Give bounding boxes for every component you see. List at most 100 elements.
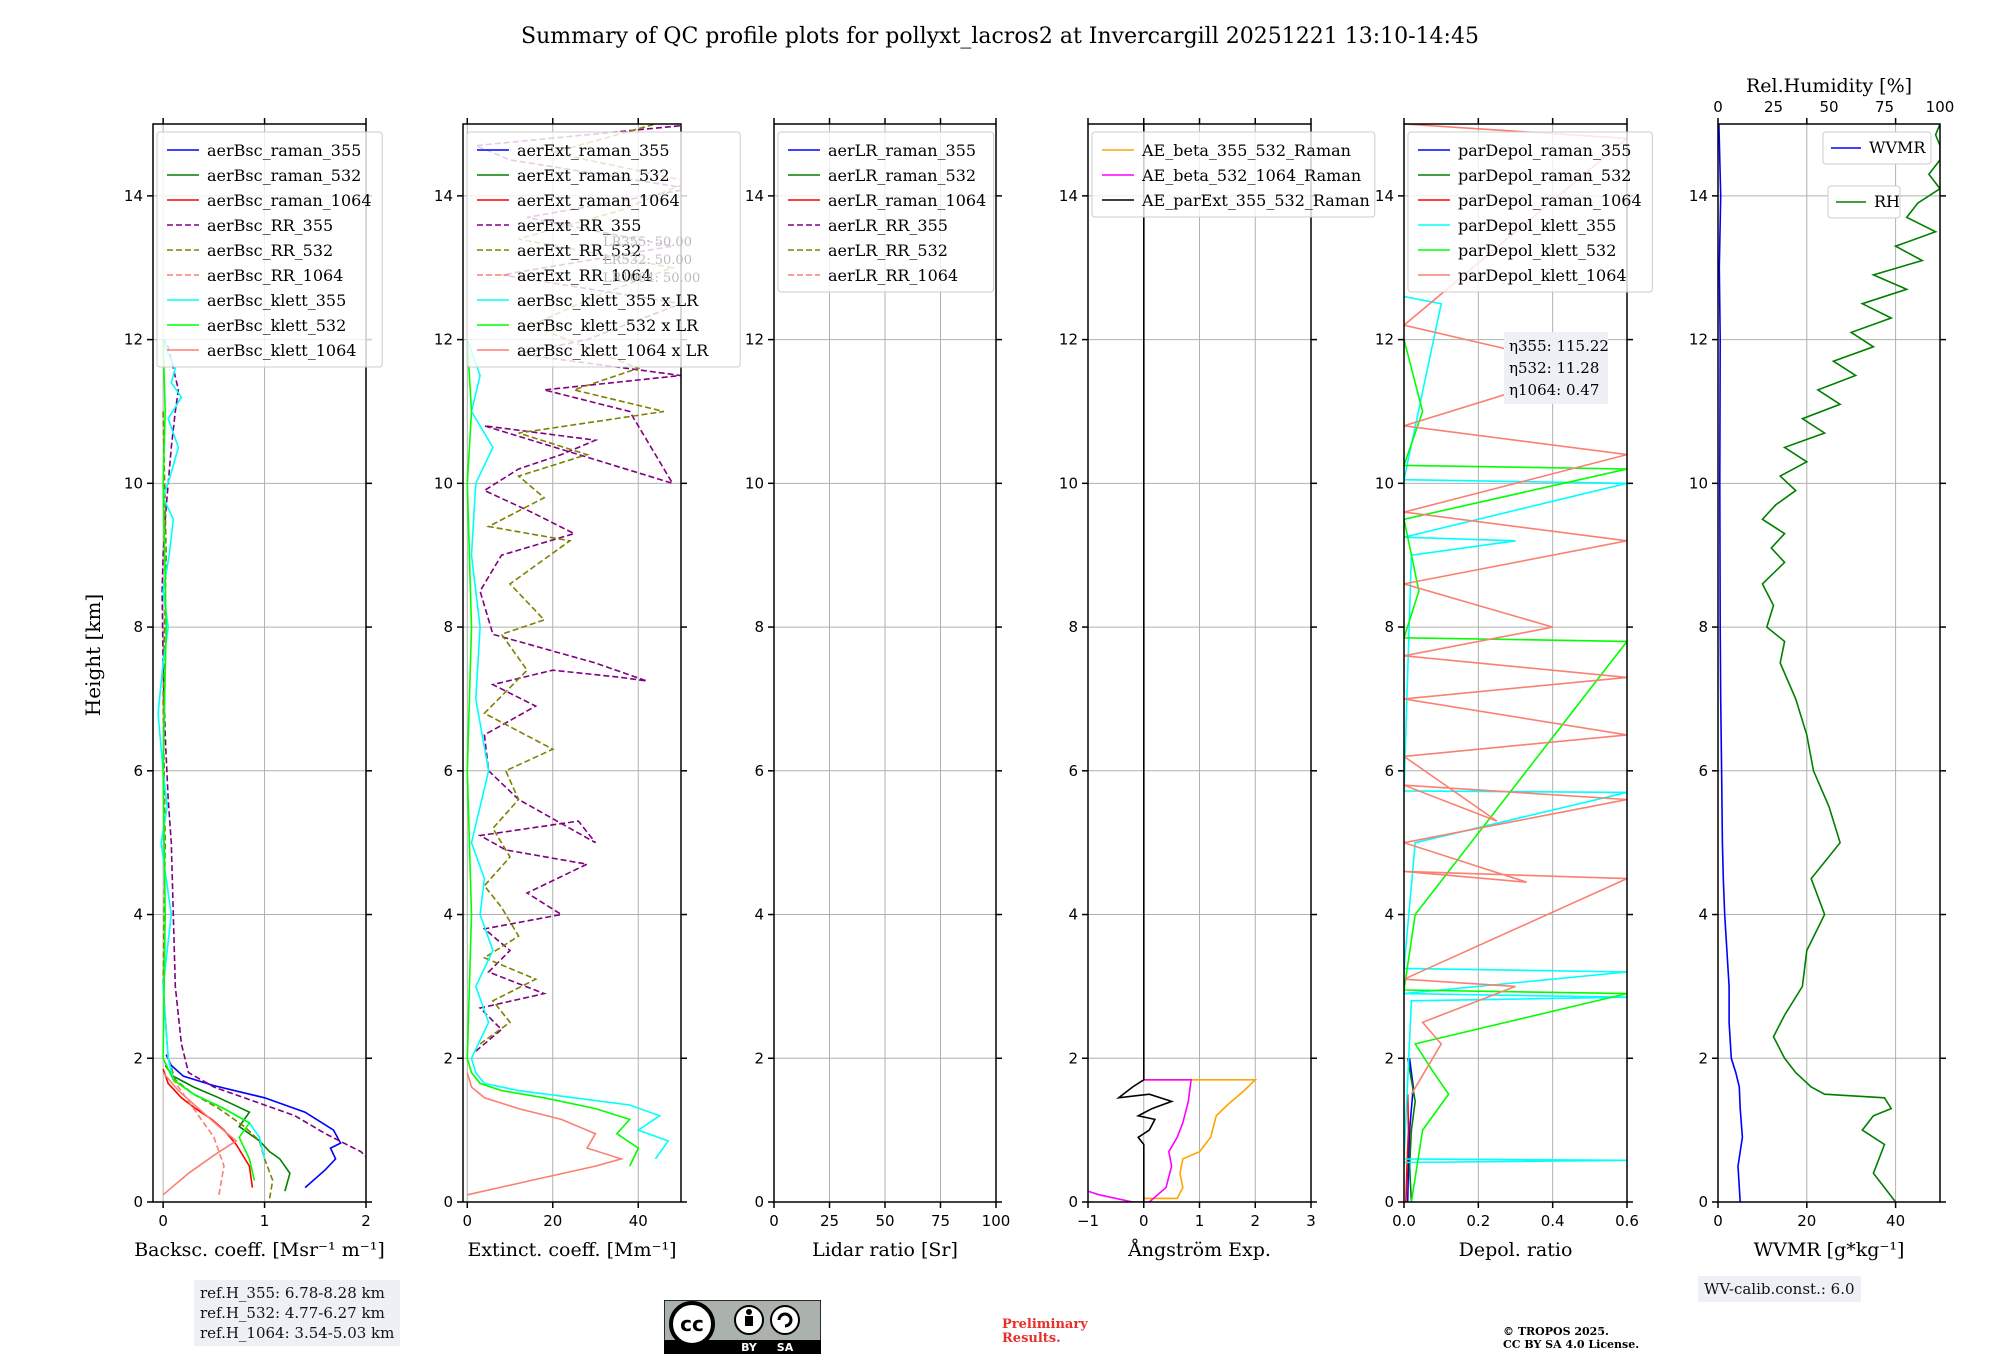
legend-label: aerExt_raman_1064 [517,191,680,210]
wv-y-tick-label: 10 [1689,474,1708,492]
legend-label: AE_beta_355_532_Raman [1141,141,1351,160]
bsc-x-tick-label: 2 [361,1212,371,1230]
lr-x-tick-label: 50 [875,1212,894,1230]
ae-x-tick-label: 2 [1250,1212,1260,1230]
ext-x-tick-label: 0 [463,1212,473,1230]
legend-RH: RH [1827,185,1901,219]
lr-y-tick-label: 6 [754,762,764,780]
series-line-parDepol_klett_532 [1404,339,1627,1202]
wv-y-tick-label: 8 [1698,618,1708,636]
bsc-y-tick-label: 14 [124,187,143,205]
legend-label: AE_parExt_355_532_Raman [1141,191,1370,210]
depol-axes-frame [1403,123,1628,1203]
legend-label: WVMR [1869,138,1926,157]
legend-label: aerExt_RR_532 [517,241,641,260]
ae-x-tick-label: 3 [1306,1212,1316,1230]
series-line-aerBsc_klett_355 x LR [466,339,670,1160]
ae-x-axis-label: Ångström Exp. [1127,1239,1271,1261]
depol-y-tick-label: 6 [1384,762,1394,780]
legend-label: aerLR_RR_532 [828,241,948,260]
ae-x-tick-label: 1 [1195,1212,1205,1230]
bsc-x-tick-label: 1 [260,1212,270,1230]
wv-y-tick-label: 0 [1698,1193,1708,1211]
depol-x-tick-label: 0.0 [1392,1212,1416,1230]
depol-y-tick-label: 0 [1384,1193,1394,1211]
lr-x-axis-label: Lidar ratio [Sr] [812,1239,958,1261]
eta-value: η532: 11.28 [1509,359,1599,377]
series-line-aerBsc_raman_1064 [162,1068,254,1188]
legend-label: aerBsc_klett_532 [207,316,346,335]
series-line-aerBsc_klett_532 x LR [466,339,640,1167]
series-line-aerBsc_raman_355 [165,1054,342,1189]
legend-label: aerBsc_klett_1064 x LR [517,341,709,360]
depol-x-axis-label: Depol. ratio [1459,1239,1573,1261]
series-line-parDepol_raman_532 [1406,1058,1417,1202]
legend-label: parDepol_klett_532 [1458,241,1616,260]
lr-y-tick-label: 10 [745,474,764,492]
y-axis-label: Height [km] [81,594,105,716]
lidar-ratio-annotation: LR532: 50.00 [603,253,692,268]
ref-height-532: ref.H_532: 4.77-6.27 km [200,1304,385,1322]
legend-label: aerBsc_RR_355 [207,216,333,235]
wv-axes-frame [1717,123,1941,1203]
wv-y-tick-label: 14 [1689,187,1708,205]
lr-y-tick-label: 2 [754,1049,764,1067]
ext-y-tick-label: 14 [434,187,453,205]
ae-x-tick-label: 0 [1139,1212,1149,1230]
ext-y-tick-label: 2 [443,1049,453,1067]
lr-y-tick-label: 14 [745,187,764,205]
legend-label: parDepol_raman_532 [1458,166,1631,185]
copyright-line-2: CC BY SA 4.0 License. [1503,1338,1640,1351]
panel-lr: 0 25 50 75 100 0 2 4 6 8 10 12 14 Lidar ratio [Sr] aer… [745,118,1010,1261]
cc-label: cc [680,1312,704,1336]
ref-height-355: ref.H_355: 6.78-8.28 km [200,1284,385,1302]
legend-label: aerLR_raman_355 [828,141,976,160]
depol-y-tick-label: 8 [1384,618,1394,636]
legend-label: parDepol_klett_1064 [1458,266,1627,285]
ae-y-tick-label: 14 [1059,187,1078,205]
depol-x-tick-label: 0.2 [1466,1212,1490,1230]
bsc-y-tick-label: 2 [133,1049,143,1067]
lr-y-tick-label: 0 [754,1193,764,1211]
series-line-aerBsc_RR_355 [161,339,366,1158]
series-line-WVMR [1718,124,1744,1202]
wv-y-tick-label: 6 [1698,762,1708,780]
legend-lr: aerLR_raman_355 aerLR_raman_532 aerLR_rama… [777,131,995,293]
legend-label: aerLR_RR_355 [828,216,948,235]
wv-calibration-box: WV-calib.const.: 6.0 [1698,1276,1861,1302]
legend-label: aerExt_RR_355 [517,216,641,235]
legend-label: aerBsc_RR_532 [207,241,333,260]
copyright-note: © TROPOS 2025. CC BY SA 4.0 License. [1503,1325,1639,1351]
eta-value: η1064: 0.47 [1509,381,1599,399]
eta-calibration-box: η355: 115.22 η532: 11.28 η1064: 0.47 [1504,332,1609,404]
series-line-aerBsc_klett_1064 [162,1072,238,1196]
legend-label: aerLR_RR_1064 [828,266,958,285]
depol-y-tick-label: 12 [1375,331,1394,349]
legend-ae: AE_beta_355_532_Raman AE_beta_532_1064_Ra… [1091,131,1376,218]
bsc-axes-frame [152,123,367,1203]
by-label: BY [741,1341,758,1354]
legend-label: AE_beta_532_1064_Raman [1141,166,1361,185]
ae-y-tick-label: 2 [1068,1049,1078,1067]
bsc-y-tick-label: 6 [133,762,143,780]
legend-label: aerBsc_raman_532 [207,166,361,185]
eta-value: η355: 115.22 [1509,337,1609,355]
bsc-y-tick-label: 0 [133,1193,143,1211]
wv-x-axis-label: WVMR [g*kg⁻¹] [1754,1239,1905,1261]
ae-x-tick-label: −1 [1077,1212,1099,1230]
bsc-x-axis-label: Backsc. coeff. [Msr⁻¹ m⁻¹] [134,1239,385,1261]
figure-title: Summary of QC profile plots for pollyxt_… [521,24,1479,49]
lr-y-tick-label: 8 [754,618,764,636]
ae-y-tick-label: 0 [1068,1193,1078,1211]
ext-x-tick-label: 20 [543,1212,562,1230]
ext-y-tick-label: 8 [443,618,453,636]
depol-y-tick-label: 4 [1384,906,1394,924]
ext-y-tick-label: 4 [443,906,453,924]
legend-label: aerBsc_RR_1064 [207,266,343,285]
legend-label: aerBsc_raman_355 [207,141,361,160]
rh-top-tick-label: 0 [1713,98,1723,116]
wv-calibration-constant: WV-calib.const.: 6.0 [1704,1280,1855,1298]
sa-label: SA [777,1341,794,1354]
ext-y-tick-label: 10 [434,474,453,492]
